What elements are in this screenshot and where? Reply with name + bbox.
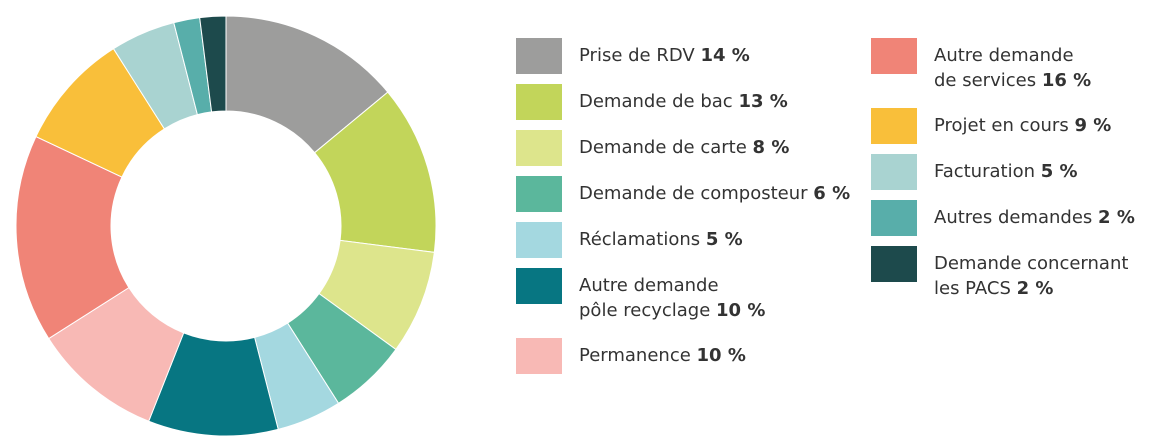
legend-label: Autre demande de services 16 % bbox=[934, 43, 1091, 93]
legend-swatch bbox=[516, 176, 562, 212]
legend-name: Demande de bac bbox=[579, 91, 733, 112]
legend-swatch bbox=[516, 222, 562, 258]
legend-item: Permanence 10 % bbox=[516, 338, 746, 374]
legend-name: Autres demandes bbox=[934, 207, 1093, 228]
legend-label: Demande concernant les PACS 2 % bbox=[934, 251, 1128, 301]
legend-name: Réclamations bbox=[579, 229, 701, 250]
legend-item: Demande de composteur 6 % bbox=[516, 176, 850, 212]
legend-label: Permanence 10 % bbox=[579, 343, 746, 368]
legend-value: 2 % bbox=[1098, 207, 1135, 228]
legend-label: Autres demandes 2 % bbox=[934, 205, 1135, 230]
donut-chart bbox=[15, 15, 437, 437]
legend-item: Facturation 5 % bbox=[871, 154, 1078, 190]
legend-label: Autre demande pôle recyclage 10 % bbox=[579, 273, 765, 323]
legend-swatch bbox=[516, 84, 562, 120]
legend-value: 2 % bbox=[1016, 278, 1054, 299]
legend-name: Demande de composteur bbox=[579, 183, 808, 204]
legend-value: 5 % bbox=[1040, 161, 1078, 182]
legend-label: Projet en cours 9 % bbox=[934, 113, 1111, 138]
legend-swatch bbox=[516, 38, 562, 74]
legend-label: Demande de carte 8 % bbox=[579, 135, 789, 160]
legend-item: Demande de bac 13 % bbox=[516, 84, 788, 120]
legend-item: Projet en cours 9 % bbox=[871, 108, 1111, 144]
legend-name: Prise de RDV bbox=[579, 45, 695, 66]
legend-label: Facturation 5 % bbox=[934, 159, 1078, 184]
donut-slice bbox=[199, 15, 227, 113]
donut-slice bbox=[15, 135, 130, 340]
legend-item: Demande concernant les PACS 2 % bbox=[871, 246, 1128, 301]
legend-swatch bbox=[516, 268, 562, 304]
legend-item: Autre demande pôle recyclage 10 % bbox=[516, 268, 765, 323]
legend-name: Facturation bbox=[934, 161, 1036, 182]
legend-label: Réclamations 5 % bbox=[579, 227, 743, 252]
legend-item: Autres demandes 2 % bbox=[871, 200, 1135, 236]
legend-value: 6 % bbox=[813, 183, 851, 204]
legend-value: 8 % bbox=[752, 137, 790, 158]
legend-value: 10 % bbox=[696, 345, 746, 366]
legend-name: Autre demande pôle recyclage bbox=[579, 275, 719, 321]
legend-name: Permanence bbox=[579, 345, 691, 366]
legend-name: Autre demande de services bbox=[934, 45, 1074, 91]
legend-value: 14 % bbox=[700, 45, 750, 66]
legend-swatch bbox=[871, 108, 917, 144]
legend-value: 5 % bbox=[705, 229, 743, 250]
legend-label: Demande de composteur 6 % bbox=[579, 181, 850, 206]
legend-item: Réclamations 5 % bbox=[516, 222, 743, 258]
legend-item: Demande de carte 8 % bbox=[516, 130, 789, 166]
legend-label: Demande de bac 13 % bbox=[579, 89, 788, 114]
legend-name: Projet en cours bbox=[934, 115, 1069, 136]
legend-item: Autre demande de services 16 % bbox=[871, 38, 1091, 93]
legend-value: 13 % bbox=[738, 91, 788, 112]
legend-name: Demande concernant les PACS bbox=[934, 253, 1129, 299]
legend-item: Prise de RDV 14 % bbox=[516, 38, 750, 74]
legend-swatch bbox=[871, 246, 917, 282]
legend-value: 9 % bbox=[1074, 115, 1112, 136]
legend-value: 10 % bbox=[716, 300, 766, 321]
legend-swatch bbox=[871, 154, 917, 190]
legend-swatch bbox=[516, 130, 562, 166]
legend-value: 16 % bbox=[1041, 70, 1092, 91]
legend-swatch bbox=[871, 38, 917, 74]
legend-name: Demande de carte bbox=[579, 137, 747, 158]
legend-label: Prise de RDV 14 % bbox=[579, 43, 750, 68]
legend-swatch bbox=[871, 200, 917, 236]
legend-swatch bbox=[516, 338, 562, 374]
